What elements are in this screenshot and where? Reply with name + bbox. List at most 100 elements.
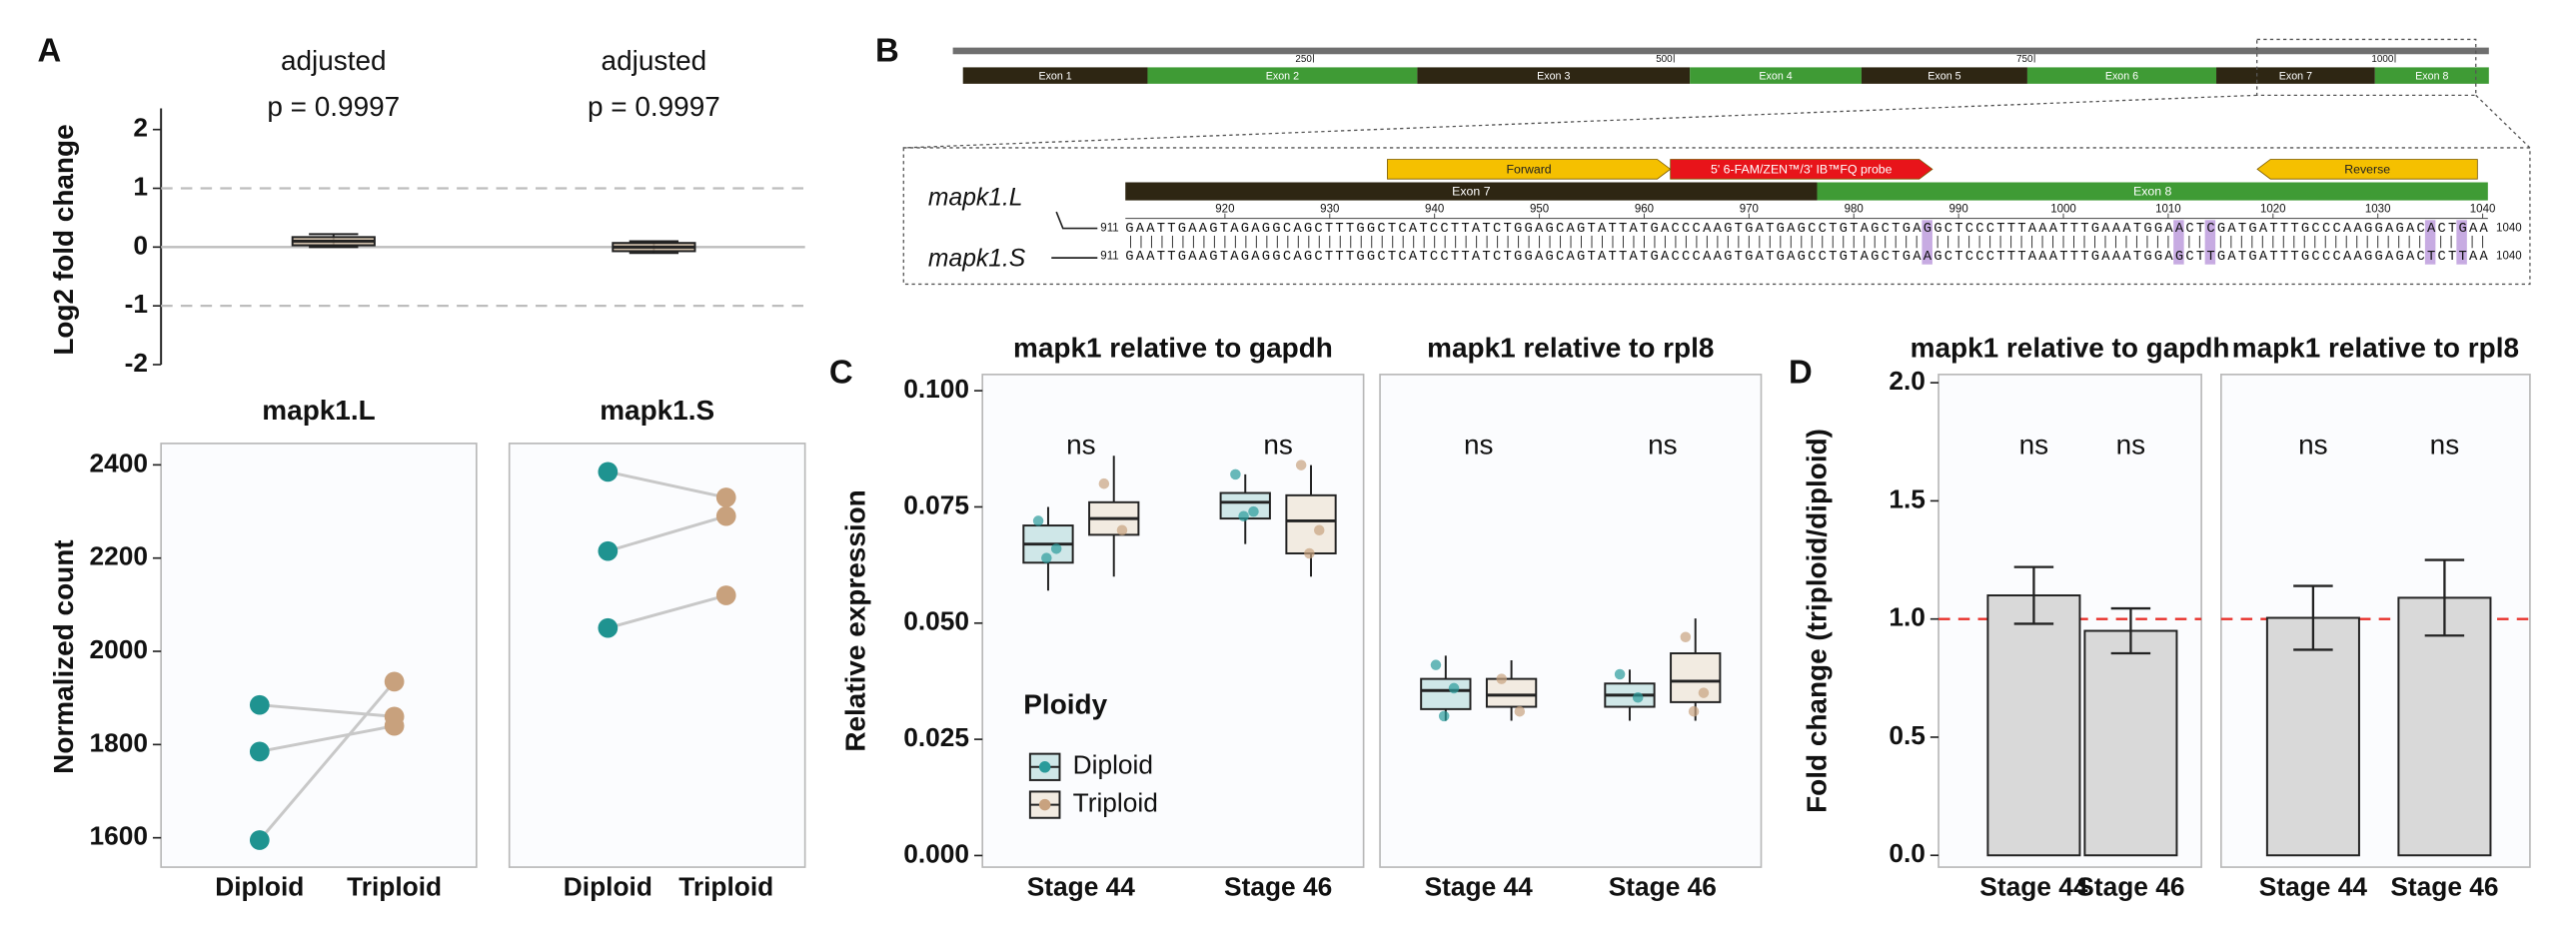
- y-tick-label: 0.100: [903, 374, 969, 404]
- point: [249, 741, 270, 762]
- zoom-connector: [903, 94, 2257, 149]
- plot-frame: [508, 443, 806, 868]
- y-tick-label: -2: [125, 348, 148, 378]
- ruler-label: 750: [2016, 54, 2033, 65]
- exon-label: Exon 5: [1928, 70, 1960, 82]
- sequence: GAATTGAAGTAGAGGCAGCTTTGGCTCATCCTTATCTGGA…: [1125, 222, 2488, 237]
- zoom-tick-label: 990: [1949, 204, 1968, 216]
- y-tick-label: 0.5: [1889, 720, 1926, 750]
- primer-feature: [2256, 159, 2478, 180]
- feature-label: Forward: [1506, 162, 1551, 176]
- point: [384, 671, 405, 692]
- annotation: ns: [2116, 430, 2146, 461]
- point: [1295, 460, 1307, 471]
- annotation: ns: [2019, 430, 2049, 461]
- annotation: ns: [1648, 430, 1678, 461]
- exon: [1147, 67, 1418, 84]
- point: [598, 617, 619, 638]
- exon-label: Exon 8: [2415, 70, 2448, 82]
- exon: [2374, 67, 2489, 84]
- y-tick-label: 0.000: [903, 838, 969, 868]
- y-tick-label: 0.050: [903, 606, 969, 636]
- zoom-tick-label: 980: [1845, 204, 1864, 216]
- point: [715, 487, 736, 507]
- exon: [1125, 182, 1818, 201]
- mismatch-highlight: [2173, 220, 2184, 265]
- point: [1230, 469, 1241, 480]
- plot-frame: [981, 374, 1365, 868]
- point: [1438, 710, 1450, 722]
- legend-key-point: [1038, 761, 1051, 773]
- plot-frame: [160, 443, 478, 868]
- x-tick-label: Triploid: [347, 871, 442, 901]
- zoom-tick-label: 1030: [2365, 204, 2391, 216]
- bar: [2083, 629, 2178, 857]
- y-axis-label: Normalized count: [48, 539, 79, 773]
- zoom-tick-label: 950: [1530, 204, 1549, 216]
- box: [1485, 677, 1538, 708]
- facet-title: mapk1.L: [262, 395, 375, 426]
- sequence-end: 1040: [2496, 251, 2522, 263]
- point: [1238, 510, 1249, 522]
- y-tick-label: 0.025: [903, 722, 969, 752]
- exon: [1861, 67, 2027, 84]
- box: [1285, 493, 1337, 554]
- ruler-label: 500: [1656, 54, 1673, 65]
- x-tick-label: Diploid: [564, 871, 652, 901]
- exon-label: Exon 6: [2105, 70, 2138, 82]
- feature-label: Reverse: [2344, 162, 2390, 176]
- y-tick-label: 1600: [89, 821, 148, 851]
- y-tick-label: 0: [133, 230, 148, 260]
- y-tick-label: 0.075: [903, 489, 969, 519]
- x-tick-label: Stage 44: [1027, 871, 1136, 901]
- x-tick-label: Triploid: [678, 871, 773, 901]
- exon: [2216, 67, 2375, 84]
- zoom-tick-label: 940: [1425, 204, 1444, 216]
- facet-title: mapk1 relative to gapdh: [1013, 333, 1333, 364]
- facet-title: mapk1 relative to rpl8: [1427, 333, 1714, 364]
- point: [1050, 543, 1062, 554]
- sequence-name: mapk1.S: [928, 245, 1026, 272]
- pair-line: [607, 514, 727, 553]
- facet-title: mapk1.S: [600, 395, 714, 426]
- panel-label: B: [875, 31, 899, 68]
- y-tick-label: 1: [133, 171, 148, 201]
- x-tick-label: Stage 44: [2259, 871, 2368, 901]
- legend-key-point: [1038, 798, 1051, 811]
- sequence-start: 911: [1100, 251, 1118, 263]
- exon-label: Exon 4: [1759, 70, 1792, 82]
- annotation: ns: [2430, 430, 2460, 461]
- exon-label: Exon 1: [1038, 70, 1071, 82]
- annotation: ns: [1464, 430, 1494, 461]
- mismatch-highlight: [2424, 220, 2436, 265]
- zoom-tick-label: 920: [1215, 204, 1234, 216]
- exon: [962, 67, 1148, 84]
- point: [1304, 547, 1315, 559]
- annotation: p = 0.9997: [267, 91, 400, 122]
- point: [1614, 668, 1626, 680]
- point: [598, 462, 619, 482]
- point: [1688, 705, 1700, 717]
- x-tick-label: Diploid: [215, 871, 304, 901]
- legend-label: Diploid: [1073, 750, 1153, 780]
- point: [1313, 524, 1325, 535]
- y-tick-label: 1.0: [1889, 602, 1926, 632]
- exon: [1417, 67, 1691, 84]
- sequence-end: 1040: [2496, 223, 2522, 235]
- annotation: p = 0.9997: [588, 91, 720, 122]
- annotation: ns: [2298, 430, 2328, 461]
- exon: [2026, 67, 2217, 84]
- y-tick-label: 2: [133, 113, 148, 143]
- sequence: GAATTGAAGTAGAGGCAGCTTTGGCTCATCCTTATCTGGA…: [1125, 250, 2488, 265]
- y-tick-label: 2000: [89, 634, 148, 664]
- sequence-name: mapk1.L: [928, 184, 1023, 211]
- point: [1448, 682, 1460, 694]
- point: [1041, 552, 1052, 563]
- point: [1032, 515, 1044, 526]
- y-tick-label: 1.5: [1889, 483, 1926, 513]
- x-tick-label: Stage 46: [2076, 871, 2184, 901]
- y-tick-label: 0.0: [1889, 838, 1926, 868]
- point: [1496, 673, 1507, 684]
- point: [249, 830, 270, 850]
